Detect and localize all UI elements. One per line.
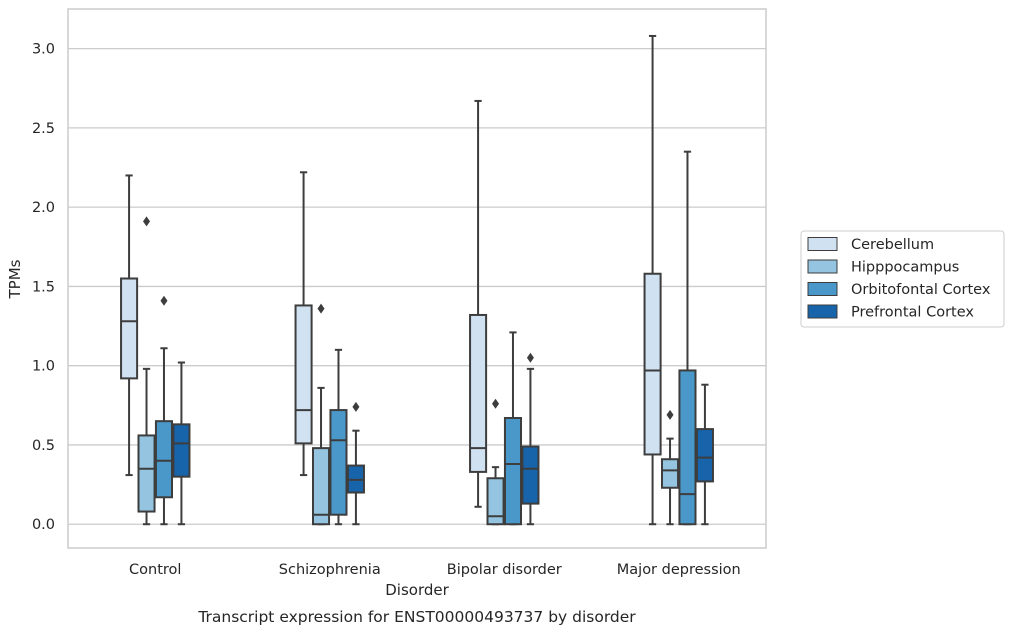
- y-axis-ticks: 0.0 0.5 1.0 1.5 2.0 2.5 3.0: [32, 42, 55, 534]
- legend-label: Hipppocampus: [851, 260, 959, 276]
- box-prefrontal-cortex: [521, 352, 540, 526]
- box-body: [678, 369, 697, 526]
- box-cerebellum: [120, 174, 139, 477]
- legend-swatch: [807, 282, 838, 296]
- y-tick-label: 2.5: [32, 121, 55, 137]
- box-body: [695, 428, 714, 483]
- box-hipppocampus: [137, 216, 156, 526]
- outlier-point: [492, 398, 500, 409]
- y-tick-label: 3.0: [32, 42, 55, 58]
- x-tick-label: Bipolar disorder: [447, 562, 562, 578]
- box-body: [294, 304, 313, 445]
- legend-swatch: [807, 304, 838, 319]
- outlier-point: [666, 409, 674, 420]
- legend-label: Cerebellum: [851, 237, 934, 253]
- outlier-point: [317, 303, 325, 314]
- box-body: [503, 417, 523, 526]
- boxes: [120, 34, 714, 526]
- box-orbitofontal-cortex: [678, 150, 697, 526]
- y-tick-label: 0.0: [32, 517, 55, 533]
- outlier-point: [526, 352, 534, 363]
- outlier-point: [143, 216, 151, 227]
- legend-swatch: [807, 259, 838, 274]
- x-tick-label: Schizophrenia: [279, 562, 381, 578]
- box-cerebellum: [469, 99, 488, 508]
- box-body: [521, 445, 540, 505]
- x-tick-label: Control: [129, 562, 181, 578]
- y-tick-label: 1.0: [32, 359, 55, 375]
- box-hipppocampus: [311, 303, 331, 526]
- box-body: [311, 447, 331, 526]
- x-axis-label: Disorder: [385, 581, 449, 599]
- box-body: [660, 458, 680, 489]
- box-hipppocampus: [486, 398, 505, 526]
- outlier-point: [160, 295, 168, 306]
- y-axis-label: TPMs: [6, 259, 24, 299]
- box-body: [329, 409, 348, 516]
- x-tick-label: Major depression: [617, 562, 741, 578]
- box-body: [172, 423, 191, 478]
- box-orbitofontal-cortex: [154, 295, 174, 526]
- box-prefrontal-cortex: [695, 383, 714, 526]
- box-body: [154, 420, 174, 499]
- legend: Cerebellum Hipppocampus Orbitofontal Corte…: [800, 230, 1005, 328]
- legend-swatch: [807, 237, 838, 251]
- box-body: [137, 434, 156, 513]
- legend-frame: [800, 230, 1005, 328]
- box-prefrontal-cortex: [172, 361, 191, 526]
- plot-area-frame: [67, 8, 767, 549]
- box-body: [643, 272, 662, 456]
- box-orbitofontal-cortex: [329, 348, 348, 526]
- box-body: [486, 477, 505, 526]
- figure-caption: Transcript expression for ENST0000049373…: [197, 608, 636, 626]
- box-body: [120, 277, 139, 380]
- box-prefrontal-cortex: [346, 401, 365, 526]
- box-cerebellum: [643, 34, 662, 526]
- x-axis-ticks: Control Schizophrenia Bipolar disorder Majo…: [129, 562, 741, 578]
- y-tick-label: 1.5: [32, 279, 55, 295]
- box-body: [469, 313, 488, 473]
- box-hipppocampus: [660, 409, 680, 526]
- legend-label: Prefrontal Cortex: [851, 305, 974, 321]
- outlier-point: [352, 401, 360, 412]
- box-cerebellum: [294, 171, 313, 477]
- box-orbitofontal-cortex: [503, 331, 523, 526]
- legend-label: Orbitofontal Cortex: [851, 282, 991, 298]
- y-tick-label: 0.5: [32, 438, 55, 454]
- y-tick-label: 2.0: [32, 200, 55, 216]
